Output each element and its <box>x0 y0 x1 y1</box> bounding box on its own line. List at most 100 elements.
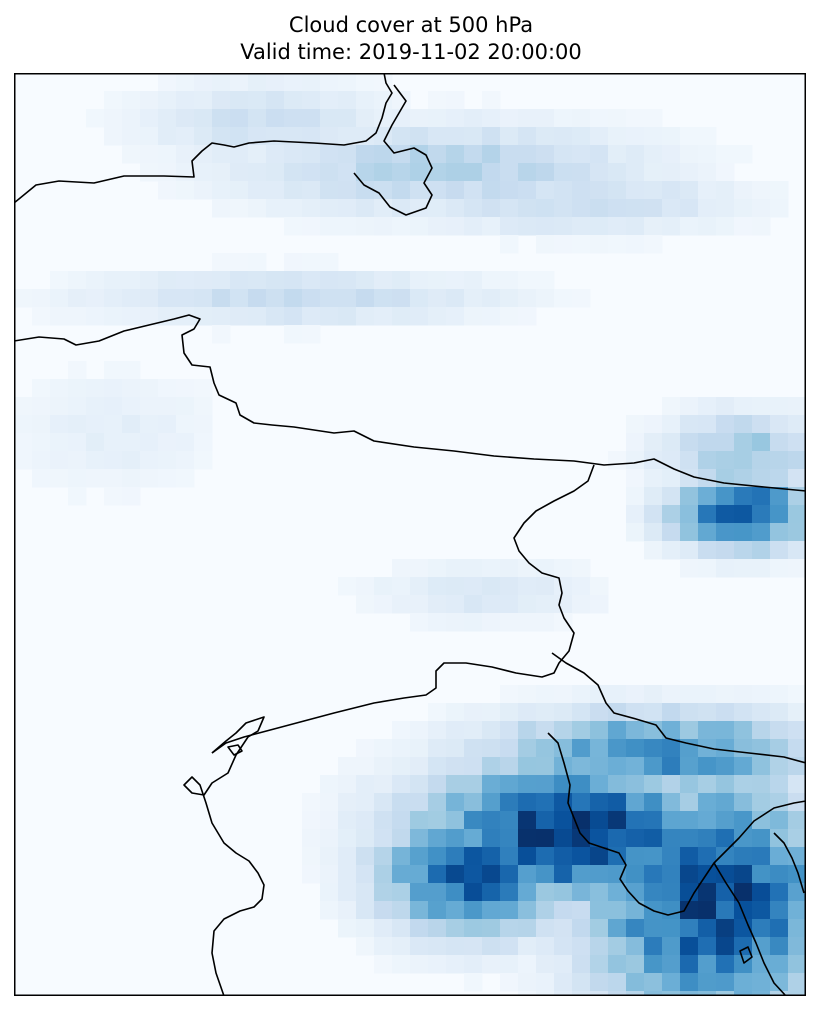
cloud-cell <box>626 505 645 524</box>
cloud-cell <box>374 757 393 776</box>
cloud-cell <box>140 145 159 164</box>
cloud-cell <box>194 181 213 200</box>
cloud-cell <box>734 775 753 794</box>
cloud-cell <box>698 163 717 182</box>
cloud-cell <box>410 847 429 866</box>
cloud-cell <box>428 721 447 740</box>
cloud-cell <box>608 865 627 884</box>
cloud-cell <box>518 559 537 578</box>
cloud-cell <box>410 199 429 218</box>
cloud-cell <box>770 433 789 452</box>
cloud-cell <box>302 325 321 344</box>
cloud-cell <box>572 901 591 920</box>
cloud-cell <box>680 739 699 758</box>
cloud-cell <box>680 523 699 542</box>
cloud-cell <box>392 883 411 902</box>
cloud-cell <box>536 991 555 996</box>
cloud-cell <box>302 73 321 92</box>
cloud-cell <box>338 307 357 326</box>
cloud-cell <box>500 235 519 254</box>
cloud-cell <box>608 901 627 920</box>
cloud-cell <box>464 901 483 920</box>
cloud-cell <box>122 415 141 434</box>
cloud-cell <box>338 199 357 218</box>
cloud-cell <box>734 901 753 920</box>
cloud-cell <box>554 145 573 164</box>
cloud-cell <box>320 865 339 884</box>
cloud-cell <box>680 541 699 560</box>
figure-subtitle-valid-time: Valid time: 2019-11-02 20:00:00 <box>240 40 582 64</box>
cloud-cell <box>230 199 249 218</box>
cloud-cell <box>104 91 123 110</box>
cloud-cell <box>698 505 717 524</box>
cloud-cell <box>284 73 303 92</box>
cloud-cell <box>770 793 789 812</box>
cloud-cell <box>428 937 447 956</box>
cloud-cell <box>572 847 591 866</box>
cloud-cell <box>86 379 105 398</box>
cloud-cell <box>644 703 663 722</box>
cloud-cell <box>320 271 339 290</box>
cloud-cell <box>500 559 519 578</box>
cloud-cell <box>644 847 663 866</box>
cloud-cell <box>590 901 609 920</box>
cloud-cell <box>212 253 231 272</box>
cloud-cell <box>626 415 645 434</box>
cloud-cell <box>770 559 789 578</box>
cloud-cell <box>410 811 429 830</box>
cloud-cell <box>194 397 213 416</box>
cloud-cell <box>788 541 806 560</box>
cloud-cell <box>752 829 771 848</box>
cloud-cell <box>356 289 375 308</box>
cloud-cell <box>158 307 177 326</box>
cloud-cell <box>194 433 213 452</box>
cloud-cell <box>140 289 159 308</box>
cloud-cell <box>302 145 321 164</box>
cloud-cell <box>536 901 555 920</box>
cloud-cell <box>50 397 69 416</box>
cloud-cell <box>230 253 249 272</box>
cloud-cell <box>230 91 249 110</box>
cloud-cell <box>680 757 699 776</box>
cloud-cell <box>32 469 51 488</box>
cloud-cell <box>554 577 573 596</box>
cloud-cell <box>266 181 285 200</box>
cloud-cell <box>410 937 429 956</box>
cloud-cell <box>140 91 159 110</box>
cloud-cell <box>572 685 591 704</box>
cloud-cell <box>590 721 609 740</box>
cloud-cell <box>356 937 375 956</box>
cloud-cell <box>446 901 465 920</box>
cloud-cell <box>500 703 519 722</box>
cloud-cell <box>734 415 753 434</box>
cloud-cell <box>554 811 573 830</box>
cloud-cell <box>572 199 591 218</box>
cloud-cell <box>554 847 573 866</box>
cloud-cell <box>644 757 663 776</box>
cloud-cell <box>446 955 465 974</box>
cloud-cell <box>626 127 645 146</box>
cloud-cell <box>662 451 681 470</box>
cloud-cell <box>734 721 753 740</box>
cloud-cell <box>788 415 806 434</box>
cloud-cell <box>122 109 141 128</box>
cloud-cell <box>752 811 771 830</box>
cloud-cell <box>734 883 753 902</box>
cloud-cell <box>626 721 645 740</box>
cloud-cell <box>356 883 375 902</box>
cloud-cell <box>608 955 627 974</box>
cloud-cell <box>14 433 33 452</box>
cloud-cell <box>680 703 699 722</box>
cloud-cell <box>194 73 213 92</box>
cloud-cell <box>392 847 411 866</box>
cloud-cell <box>572 559 591 578</box>
cloud-cell <box>338 775 357 794</box>
cloud-cell <box>644 685 663 704</box>
cloud-cell <box>734 703 753 722</box>
cloud-cell <box>662 829 681 848</box>
cloud-cell <box>536 127 555 146</box>
cloud-cell <box>302 199 321 218</box>
cloud-cell <box>410 613 429 632</box>
coastline-eastern-peninsula <box>211 464 595 754</box>
cloud-cell <box>122 307 141 326</box>
